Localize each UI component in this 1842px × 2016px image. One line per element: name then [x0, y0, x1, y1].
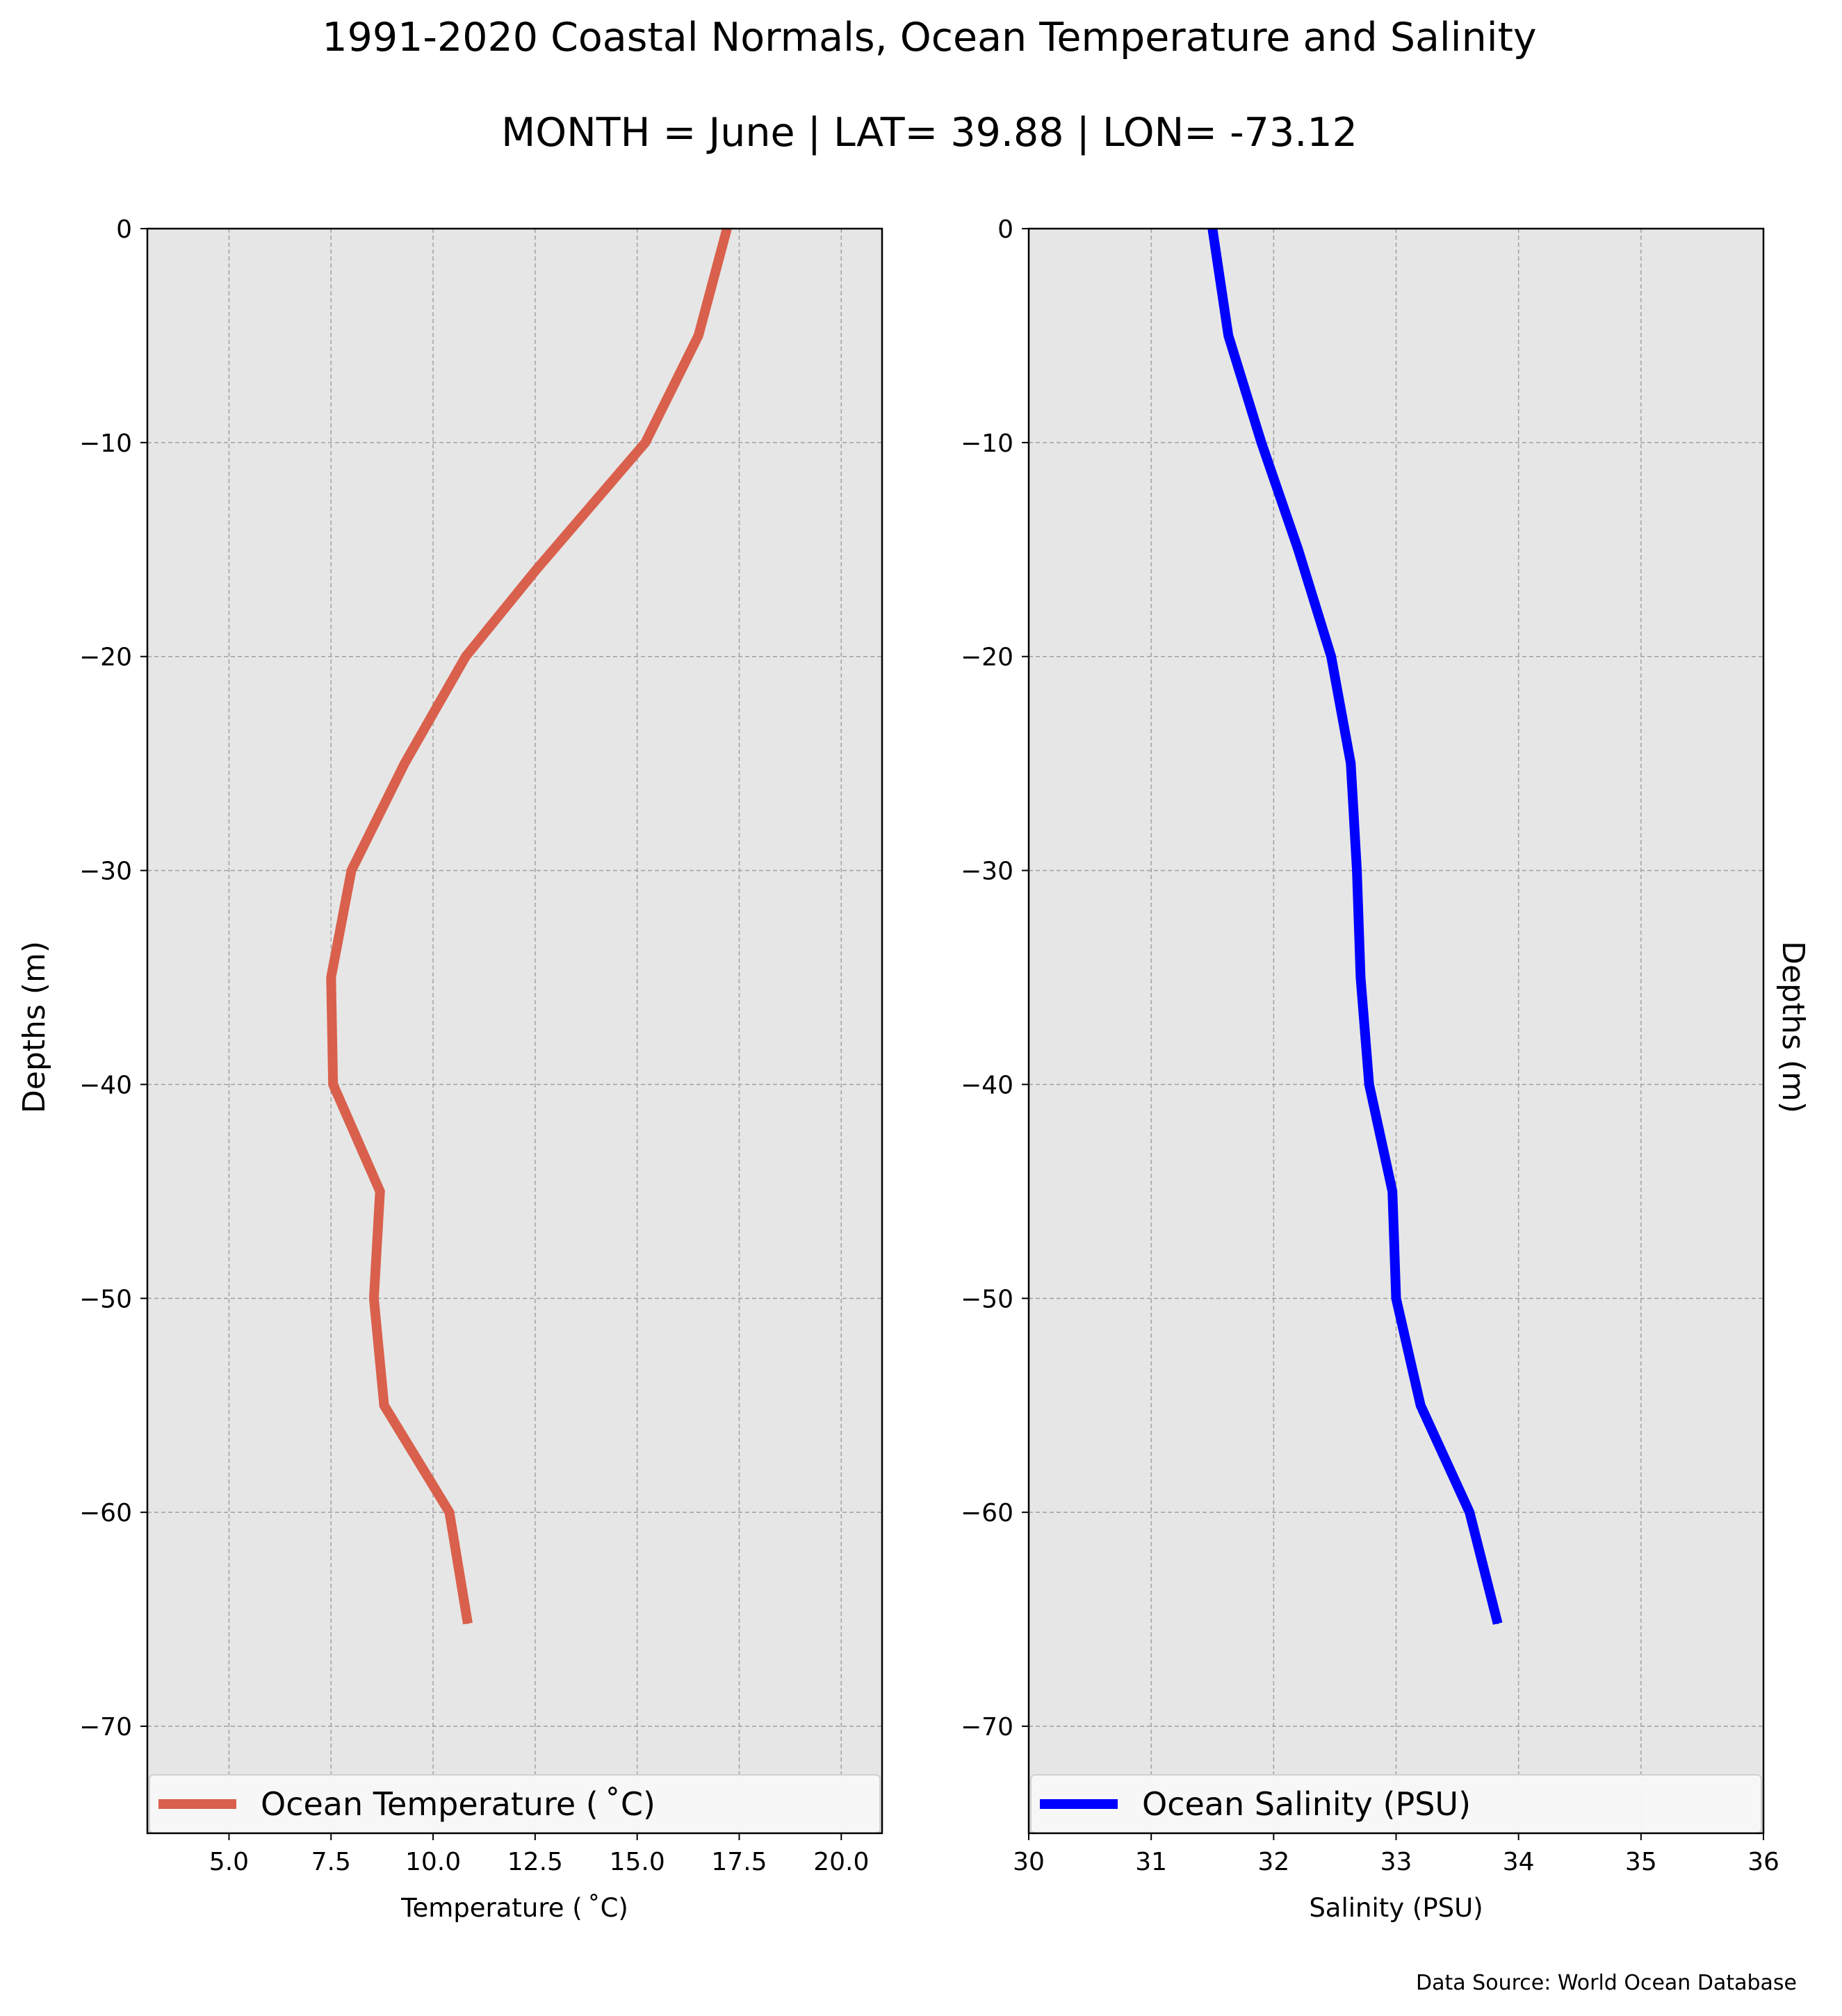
x-tick-label: 20.0	[813, 1848, 869, 1876]
title-line-2: MONTH = June | LAT= 39.88 | LON= -73.12	[501, 110, 1358, 156]
data-point	[644, 441, 646, 443]
series-line-0	[1207, 227, 1503, 1625]
x-tick-label: 34	[1503, 1848, 1535, 1876]
data-point	[534, 570, 536, 572]
y-tick-label: −30	[961, 858, 1013, 886]
x-axis-label: Salinity (PSU)	[1309, 1893, 1483, 1923]
title-line-1: 1991-2020 Coastal Normals, Ocean Tempera…	[322, 15, 1536, 60]
plot-area	[147, 229, 882, 1833]
y-tick-label: −10	[79, 429, 132, 458]
salinity-panel: 30 31 32 33 34 35 36 0 −10 −20 −30 −40 −50 −60 −70 Ocea…	[961, 215, 1779, 1923]
data-point	[1469, 1511, 1471, 1514]
x-tick-label: 32	[1257, 1848, 1289, 1876]
data-point	[697, 334, 699, 336]
x-tick-label: 5.0	[209, 1848, 249, 1876]
y-tick-label: −50	[961, 1285, 1013, 1313]
x-tick-label: 35	[1625, 1848, 1657, 1876]
x-tick-label: 17.5	[711, 1848, 767, 1876]
legend-label: Ocean Temperature ( ˚C)	[261, 1785, 655, 1823]
y-tick-label: −20	[961, 644, 1013, 672]
left-y-axis-label: Depths (m)	[17, 941, 52, 1113]
data-point	[1228, 334, 1230, 336]
x-tick-label: 12.5	[507, 1848, 563, 1876]
data-point	[465, 655, 466, 657]
y-tick-label: −70	[961, 1713, 1013, 1742]
y-tick-label: −40	[961, 1071, 1013, 1099]
data-point	[383, 1404, 385, 1407]
axes-frame	[146, 227, 883, 1835]
data-point	[467, 1623, 468, 1625]
x-tick-label: 36	[1747, 1848, 1779, 1876]
y-tick-label: −70	[79, 1713, 132, 1742]
x-axis-label: Temperature ( ˚C)	[400, 1893, 628, 1923]
data-point	[448, 1511, 450, 1514]
y-tick-label: 0	[116, 215, 132, 244]
y-tick-label: −60	[79, 1499, 132, 1527]
right-y-axis-label: Depths (m)	[1775, 941, 1811, 1113]
series-line-0	[326, 227, 732, 1625]
y-tick-label: −20	[79, 644, 132, 672]
data-point	[379, 1190, 381, 1193]
y-tick-label: −40	[79, 1071, 132, 1099]
x-tick-label: 33	[1380, 1848, 1412, 1876]
data-point	[1330, 655, 1332, 657]
data-point	[1497, 1623, 1499, 1625]
data-point	[350, 869, 352, 871]
x-tick-label: 7.5	[311, 1848, 351, 1876]
temperature-panel: 5.0 7.5 10.0 12.5 15.0 17.5 20.0 0 −10 −20 −30 −40 −…	[79, 215, 883, 1923]
y-tick-label: −10	[961, 429, 1013, 458]
y-tick-label: −50	[79, 1285, 132, 1313]
data-point	[1419, 1404, 1421, 1407]
data-source-note: Data Source: World Ocean Database	[1416, 1971, 1797, 1995]
x-tick-label: 15.0	[610, 1848, 665, 1876]
legend-label: Ocean Salinity (PSU)	[1142, 1785, 1471, 1823]
x-tick-label: 30	[1013, 1848, 1045, 1876]
data-point	[332, 1083, 334, 1085]
y-tick-label: −30	[79, 858, 132, 886]
y-tick-label: 0	[997, 215, 1013, 244]
data-point	[1350, 762, 1352, 764]
data-point	[1368, 1083, 1370, 1085]
x-tick-label: 10.0	[405, 1848, 461, 1876]
y-tick-label: −60	[961, 1499, 1013, 1527]
data-point	[1395, 1297, 1397, 1300]
axes-frame	[1027, 227, 1765, 1835]
data-point	[1360, 976, 1362, 978]
data-point	[330, 976, 332, 978]
data-point	[1260, 441, 1262, 443]
x-tick-label: 31	[1135, 1848, 1167, 1876]
data-point	[1356, 869, 1358, 871]
data-point	[1392, 1190, 1394, 1193]
data-point	[404, 762, 405, 764]
data-point	[373, 1297, 375, 1300]
data-point	[1297, 548, 1299, 550]
